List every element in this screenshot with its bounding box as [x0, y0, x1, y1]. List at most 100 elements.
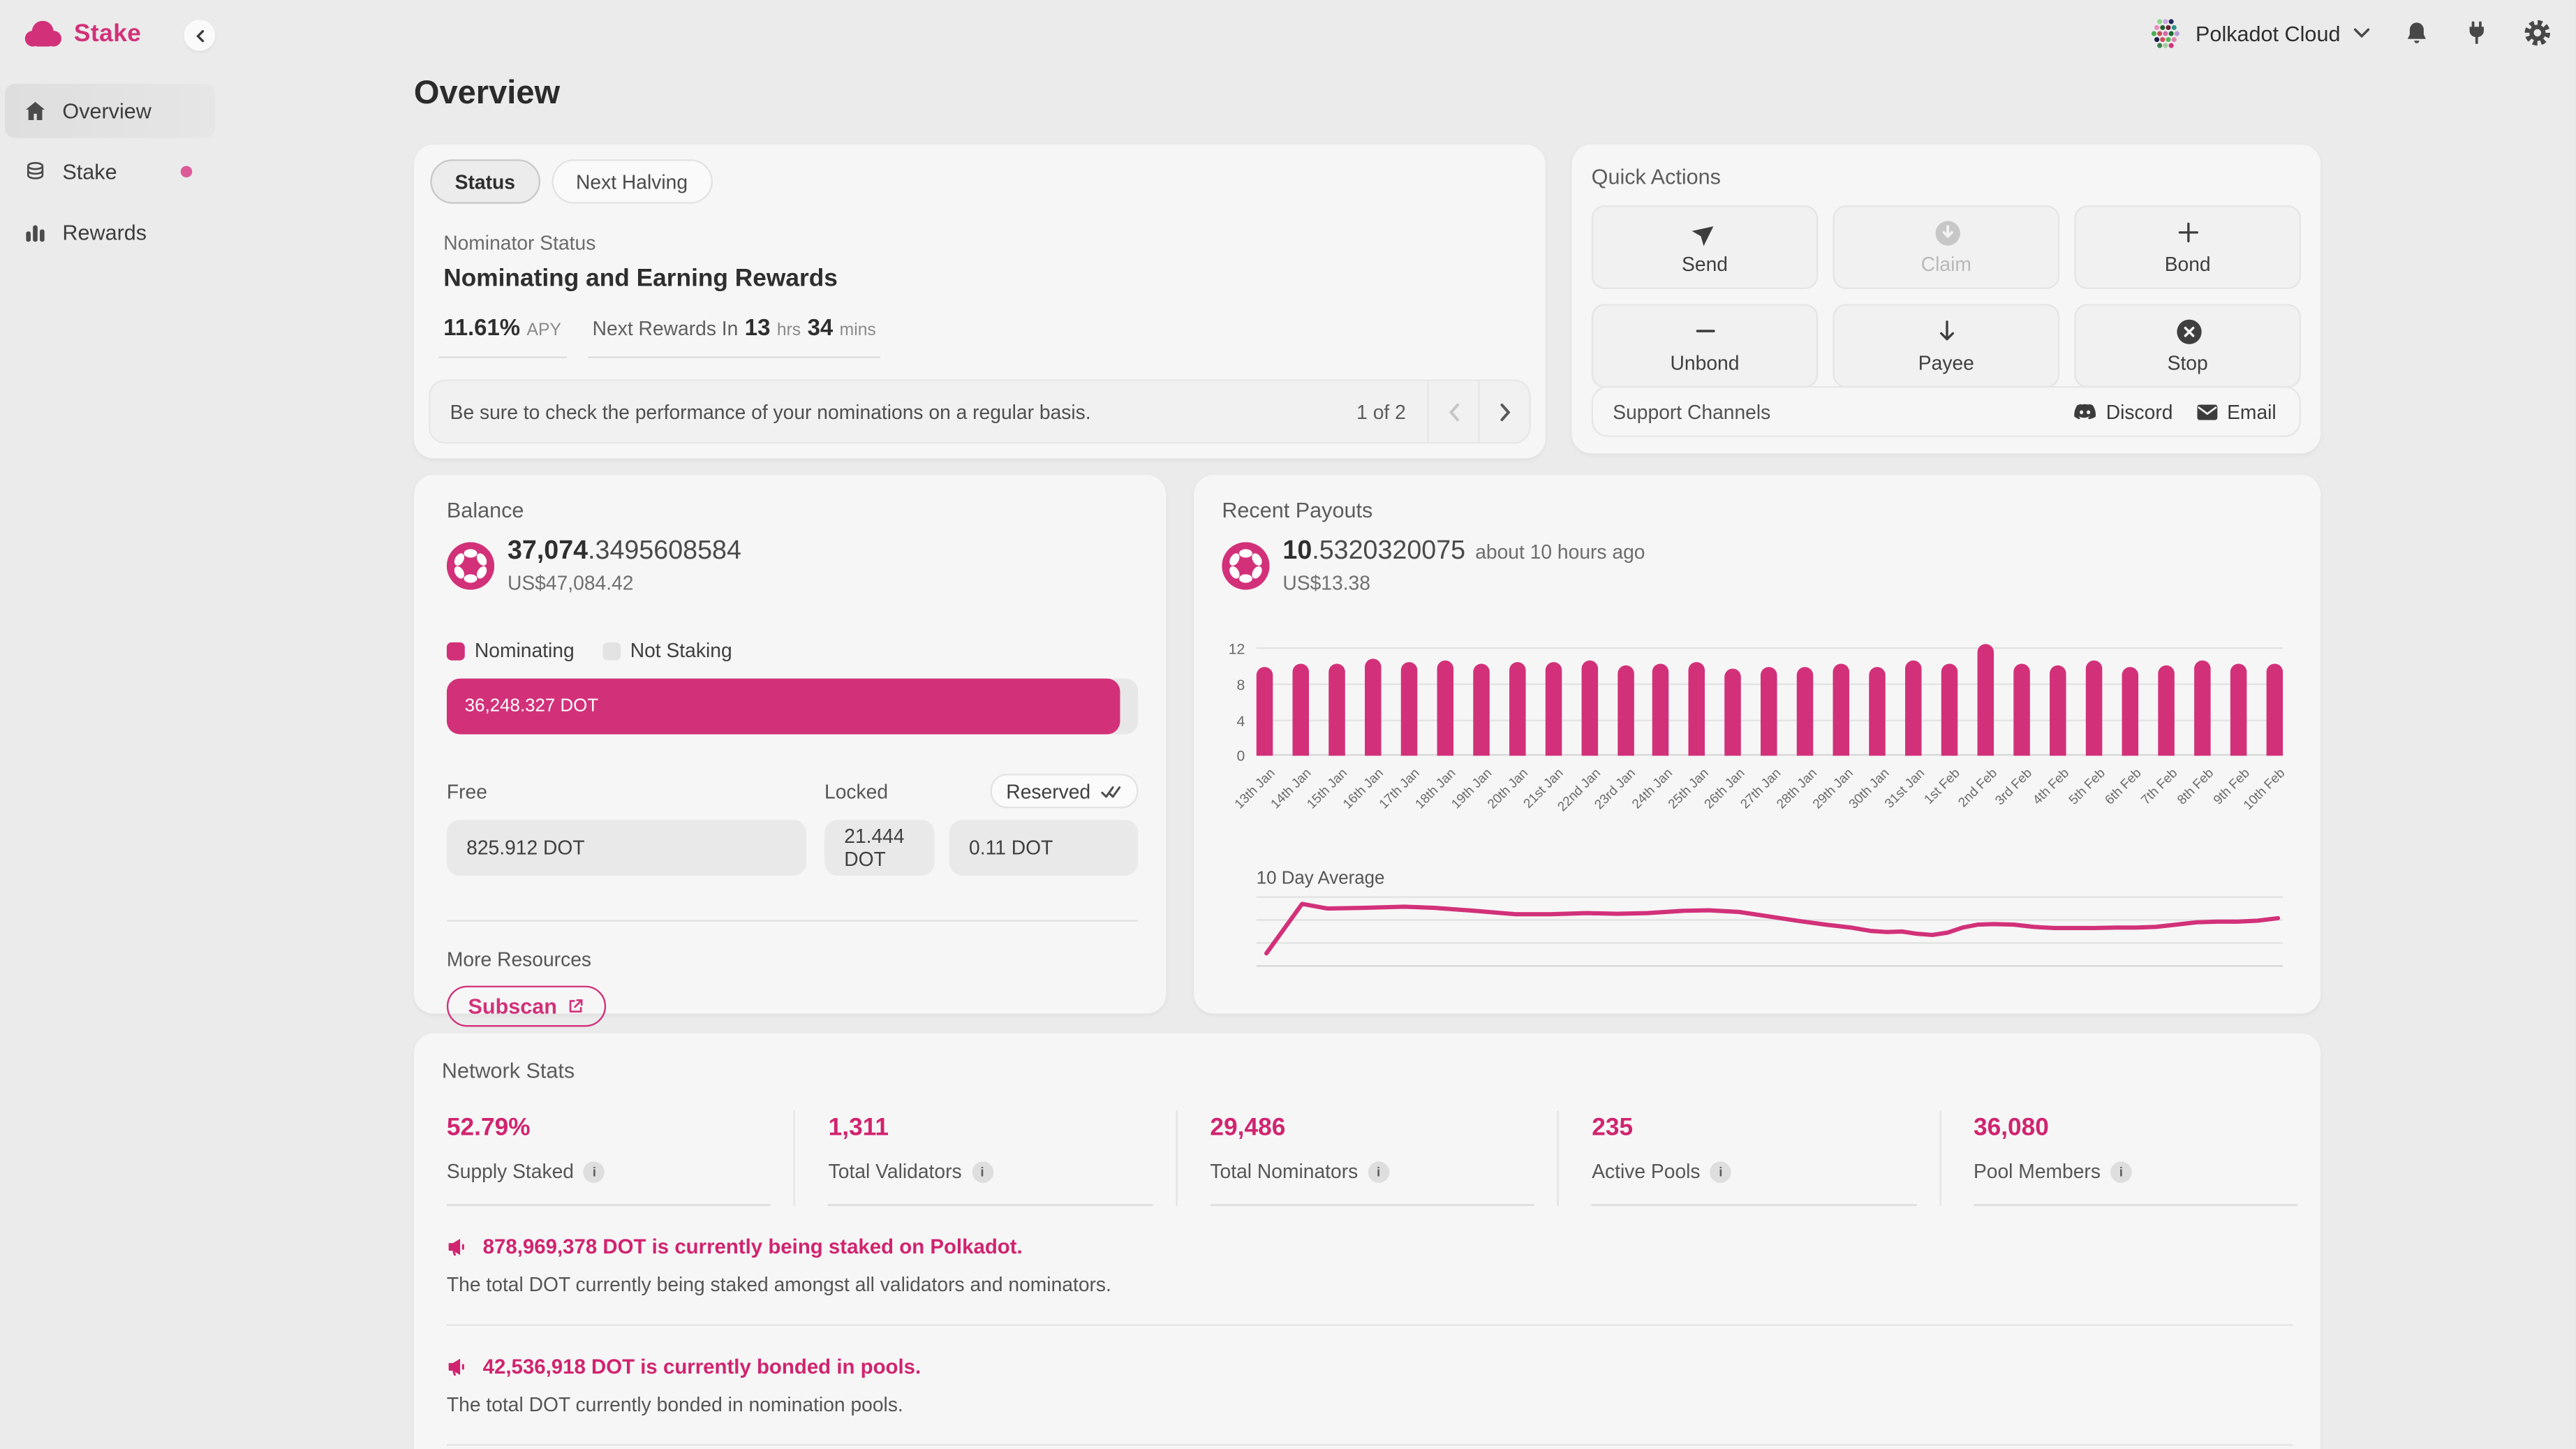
- tab-next-halving[interactable]: Next Halving: [551, 159, 713, 204]
- x-axis-label: 2nd Feb: [1955, 765, 2000, 811]
- payout-bar-cell: 4th Feb: [2029, 641, 2071, 807]
- email-support-button[interactable]: Email: [2196, 400, 2277, 423]
- payout-bar-cell: 15th Jan: [1304, 641, 1350, 811]
- sidebar-item-stake[interactable]: Stake: [5, 145, 215, 199]
- notifications-button[interactable]: [2401, 18, 2431, 47]
- subscan-link-button[interactable]: Subscan: [446, 985, 607, 1027]
- quick-actions-title: Quick Actions: [1591, 164, 1721, 189]
- stat-label: Pool Members: [1973, 1159, 2101, 1183]
- payout-bar-cell: 24th Jan: [1629, 641, 1675, 811]
- payout-bar-cell: 3rd Feb: [1993, 641, 2036, 808]
- payout-bar-cell: 16th Jan: [1340, 641, 1386, 811]
- stat-label: Total Validators: [828, 1159, 962, 1183]
- bell-icon: [2402, 19, 2430, 47]
- payout-bar: [1472, 663, 1490, 756]
- payout-bar-cell: 9th Feb: [2210, 641, 2252, 807]
- balance-usd: US$47,084.42: [507, 571, 634, 595]
- network-stats-row: 52.79% Supply Staked i 1,311 Total Validator…: [414, 1110, 2320, 1206]
- y-axis-tick: 8: [1236, 677, 1245, 693]
- home-icon: [23, 98, 47, 123]
- double-check-icon: [1100, 783, 1122, 800]
- reserved-toggle-button[interactable]: Reserved: [989, 774, 1139, 809]
- apy-unit: APY: [526, 320, 561, 340]
- balance-title: Balance: [446, 497, 524, 523]
- stat-total-nominators: 29,486 Total Nominators i: [1176, 1110, 1557, 1206]
- quick-action-unbond[interactable]: Unbond: [1591, 304, 1819, 388]
- payout-bar-cell: 26th Jan: [1701, 641, 1747, 811]
- claim-icon: [1932, 219, 1960, 247]
- balance-card: Balance 37,074.3495608584 US$47,084.42 N…: [413, 474, 1167, 1027]
- more-resources-label: More Resources: [446, 948, 592, 971]
- info-icon[interactable]: i: [584, 1161, 605, 1182]
- coins-icon: [23, 159, 47, 184]
- y-axis-tick: 12: [1228, 641, 1245, 658]
- status-card: Status Next Halving Nominator Status Nom…: [413, 145, 1546, 459]
- polkadot-token-logo: [446, 542, 495, 590]
- stat-value: 1,311: [828, 1114, 889, 1142]
- x-axis-label: 8th Feb: [2173, 765, 2216, 808]
- discord-icon: [2073, 399, 2098, 424]
- stat-value: 29,486: [1210, 1114, 1286, 1142]
- x-axis-label: 3rd Feb: [1992, 765, 2036, 809]
- payout-bar-cell: 28th Jan: [1773, 641, 1819, 811]
- payout-bar-cell: 21st Jan: [1521, 641, 1567, 811]
- sidebar-collapse-button[interactable]: [184, 20, 216, 51]
- payout-bar-cell: 20th Jan: [1485, 641, 1531, 811]
- tab-status[interactable]: Status: [430, 159, 540, 204]
- sidebar-item-rewards[interactable]: Rewards: [5, 205, 215, 260]
- payout-amount-row: 10.5320320075 about 10 hours ago US$13.38: [1222, 537, 2320, 595]
- quick-action-claim[interactable]: Claim: [1833, 205, 2060, 290]
- announcement-item: 878,969,378 DOT is currently being stake…: [446, 1235, 2293, 1326]
- balance-amount-row: 37,074.3495608584 US$47,084.42: [446, 537, 1166, 595]
- payout-bar-cell: 2nd Feb: [1955, 641, 1999, 810]
- divider: [446, 1324, 2293, 1326]
- divider: [1210, 1204, 1534, 1206]
- payout-bar: [1833, 663, 1850, 756]
- sidebar-item-overview[interactable]: Overview: [5, 83, 216, 138]
- quick-action-bond[interactable]: Bond: [2074, 205, 2302, 290]
- divider: [446, 1443, 2293, 1446]
- payout-bar: [1652, 663, 1670, 756]
- network-selector[interactable]: Polkadot Cloud: [2148, 15, 2370, 50]
- quick-action-stop[interactable]: Stop: [2074, 304, 2302, 388]
- info-icon[interactable]: i: [1368, 1161, 1389, 1182]
- sidebar-item-label: Rewards: [62, 220, 147, 245]
- x-axis-label: 4th Feb: [2029, 765, 2072, 808]
- info-icon[interactable]: i: [2110, 1161, 2132, 1182]
- chevron-left-icon: [193, 29, 206, 42]
- tips-prev-button[interactable]: [1427, 381, 1478, 442]
- info-icon[interactable]: i: [1710, 1161, 1732, 1182]
- stat-label: Active Pools: [1592, 1159, 1701, 1183]
- reserved-value: 0.11 DOT: [949, 819, 1139, 876]
- sidebar-item-label: Stake: [62, 159, 117, 184]
- connections-button[interactable]: [2462, 18, 2492, 47]
- tips-next-button[interactable]: [1478, 381, 1529, 442]
- bar-chart-icon: [23, 220, 47, 244]
- x-axis-label: 7th Feb: [2138, 765, 2180, 808]
- quick-action-send[interactable]: Send: [1591, 205, 1819, 290]
- announcement-body: The total DOT currently bonded in nomina…: [446, 1393, 903, 1416]
- balance-legend: Nominating Not Staking: [446, 639, 1166, 662]
- info-icon[interactable]: i: [971, 1161, 993, 1182]
- payout-bar: [2122, 666, 2138, 756]
- brand: Stake: [0, 0, 225, 47]
- divider: [446, 1204, 771, 1206]
- quick-actions-grid: Send Claim Bond Unbond Payee Stop: [1591, 205, 2302, 388]
- stop-icon: [2174, 317, 2202, 345]
- quick-action-payee[interactable]: Payee: [1833, 304, 2060, 388]
- quick-action-label: Bond: [2164, 253, 2211, 277]
- quick-action-label: Payee: [1918, 351, 1974, 375]
- settings-button[interactable]: [2523, 18, 2552, 47]
- sidebar-item-label: Overview: [62, 98, 151, 124]
- plug-icon: [2464, 20, 2490, 46]
- payout-bar: [2013, 663, 2030, 756]
- discord-support-button[interactable]: Discord: [2073, 399, 2172, 424]
- gear-icon: [2523, 18, 2552, 47]
- free-label: Free: [446, 780, 487, 804]
- divider: [828, 1204, 1153, 1206]
- avg-chart-title: 10 Day Average: [1256, 869, 1385, 889]
- payout-bar: [1400, 661, 1417, 756]
- payout-bar: [1328, 663, 1345, 756]
- send-icon: [1691, 219, 1719, 247]
